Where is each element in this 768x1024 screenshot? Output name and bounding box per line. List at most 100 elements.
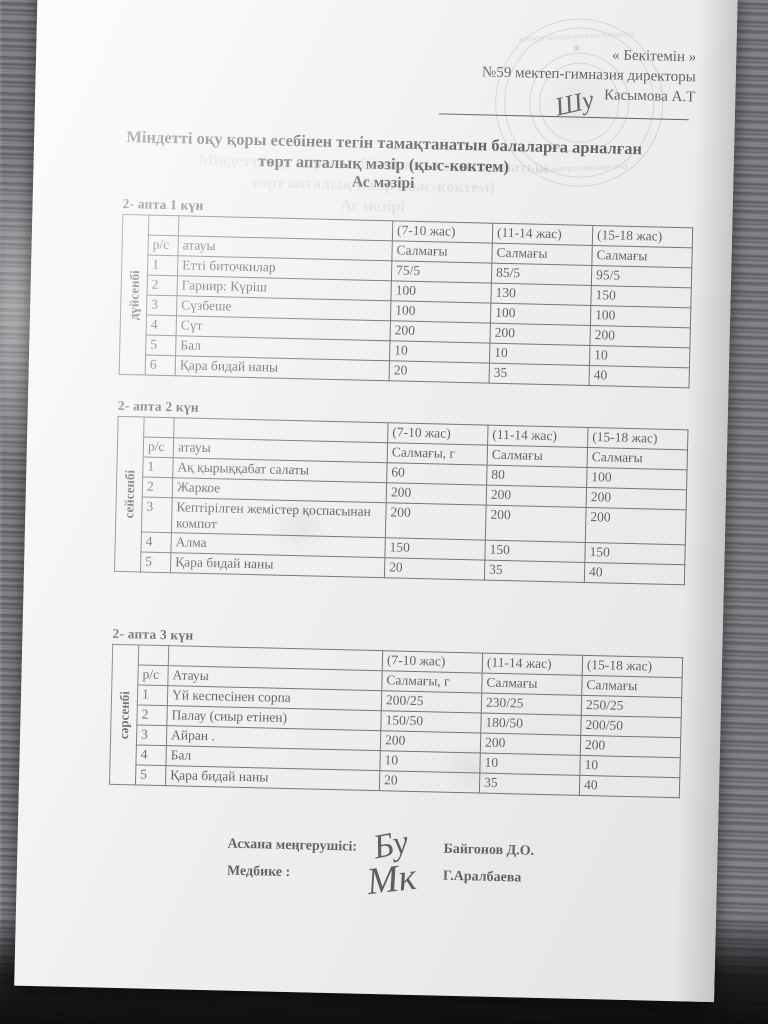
- cell-weight-11-14: 35: [479, 773, 580, 796]
- empty-cell: [143, 417, 175, 438]
- age-header-11-14: (11-14 жас): [487, 425, 589, 448]
- cell-weight-11-14: 150: [484, 540, 586, 563]
- cell-weight-11-14: 35: [484, 560, 585, 583]
- empty-cell: [138, 644, 169, 666]
- signature-role-nurse: Медбике :: [226, 863, 291, 881]
- cell-num: 3: [146, 295, 177, 316]
- col-header-weight-2: Салмағы: [487, 445, 588, 468]
- cell-num: 4: [140, 531, 172, 553]
- cell-weight-15-18: 100: [586, 467, 688, 490]
- menu-section-day3: 2- апта 3 күн сәрсенбі (7-10: [108, 626, 684, 799]
- cell-weight-7-10: 200: [380, 730, 481, 754]
- age-header-15-18: (15-18 жас): [587, 427, 688, 450]
- col-header-num: р/с: [147, 235, 179, 256]
- cell-num: 1: [142, 457, 174, 478]
- cell-weight-7-10: 100: [390, 300, 491, 324]
- cell-weight-11-14: 10: [489, 343, 590, 366]
- cell-weight-7-10: 200/25: [381, 690, 482, 714]
- day-label-day2: сейсенбі: [120, 469, 137, 519]
- cell-num: 4: [135, 744, 167, 766]
- cell-weight-7-10: 200: [389, 320, 491, 344]
- cell-weight-7-10: 20: [384, 557, 485, 581]
- cell-weight-7-10: 20: [389, 360, 490, 384]
- cell-weight-7-10: 60: [386, 462, 488, 486]
- paper-sheet: ★ АЛМАТЫ ҚАЛАСЫ БІЛІМ БАСҚАРМАСЫ №59 МЕК…: [14, 0, 738, 1003]
- col-header-weight-3: Салмағы: [591, 245, 693, 268]
- cell-weight-15-18: 10: [579, 755, 681, 778]
- cell-weight-15-18: 250/25: [581, 695, 682, 718]
- cell-weight-7-10: 150/50: [380, 710, 482, 734]
- signature-block: Асхана меңгерушісі: Бу Байгонов Д.О. Мед…: [226, 824, 647, 904]
- cell-dish-name: Қара бидай наны: [175, 355, 390, 381]
- col-header-num: р/с: [143, 437, 174, 458]
- cell-weight-15-18: 200/50: [580, 715, 682, 738]
- col-header-weight-3: Салмағы: [587, 447, 688, 470]
- cell-weight-11-14: 180/50: [480, 713, 582, 736]
- signature-role-canteen: Асхана меңгерушісі:: [227, 836, 358, 855]
- col-header-weight-2: Салмағы: [491, 243, 593, 266]
- age-header-7-10: (7-10 жас): [382, 650, 483, 674]
- day-label-cell: сейсенбі: [114, 416, 145, 572]
- age-header-7-10: (7-10 жас): [387, 422, 489, 446]
- cell-weight-15-18: 100: [590, 305, 691, 328]
- cell-dish-name: Қара бидай наны: [165, 765, 380, 791]
- col-header-weight-2: Салмағы: [481, 673, 583, 696]
- age-header-15-18: (15-18 жас): [592, 225, 693, 248]
- cell-weight-7-10: 10: [379, 750, 481, 774]
- col-header-num: р/с: [137, 664, 169, 686]
- cell-weight-11-14: 200: [489, 323, 591, 346]
- cell-weight-15-18: 150: [590, 285, 692, 308]
- cell-weight-15-18: 40: [579, 775, 680, 798]
- cell-weight-11-14: 230/25: [481, 693, 582, 716]
- cell-weight-11-14: 85/5: [491, 263, 592, 286]
- day-label-cell: сәрсенбі: [109, 644, 139, 785]
- cell-num: 2: [136, 704, 168, 726]
- menu-section-day1: 2- апта 1 күн дүйсенбі (7-10: [118, 196, 694, 389]
- signature-mark-nurse: Мк: [364, 855, 419, 904]
- cell-num: 5: [145, 335, 177, 356]
- cell-weight-11-14: 130: [490, 283, 592, 306]
- cell-weight-15-18: 40: [584, 562, 685, 585]
- cell-weight-11-14: 200: [486, 485, 587, 508]
- age-header-11-14: (11-14 жас): [492, 223, 593, 246]
- signature-name-canteen: Байгонов Д.О.: [443, 841, 535, 859]
- cell-weight-15-18: 200: [586, 487, 687, 510]
- age-header-11-14: (11-14 жас): [482, 653, 583, 676]
- cell-num: 3: [136, 724, 167, 746]
- cell-weight-7-10: 200: [385, 502, 487, 541]
- day-label-day1: дүйсенбі: [125, 269, 142, 320]
- cell-dish-name: Қара бидай наны: [170, 552, 385, 578]
- cell-weight-7-10: 20: [379, 770, 480, 794]
- col-header-weight-1: Салмағы, г: [381, 670, 483, 694]
- signature-name-nurse: Г.Аралбаева: [442, 868, 522, 886]
- cell-weight-11-14: 100: [490, 303, 591, 326]
- cell-dish-name: Кептірілген жемістер қоспасынан компот: [171, 497, 387, 538]
- cell-weight-7-10: 150: [384, 537, 486, 561]
- menu-table-day2: сейсенбі (7-10 жас) (11-14 жас) (15-18 ж…: [113, 415, 689, 586]
- cell-weight-7-10: 100: [390, 280, 492, 304]
- cell-weight-11-14: 10: [479, 753, 581, 776]
- col-header-weight-1: Салмағы: [391, 240, 493, 264]
- document-content: ★ АЛМАТЫ ҚАЛАСЫ БІЛІМ БАСҚАРМАСЫ №59 МЕК…: [14, 0, 738, 1002]
- cell-weight-11-14: 80: [486, 465, 588, 488]
- cell-weight-7-10: 10: [389, 340, 490, 364]
- menu-table-day1: дүйсенбі (7-10 жас) (11-14 жас) (15-18 ж…: [118, 213, 694, 389]
- cell-weight-15-18: 40: [588, 365, 690, 388]
- cell-num: 3: [141, 496, 173, 533]
- cell-weight-15-18: 10: [589, 345, 690, 368]
- cell-weight-11-14: 200: [485, 505, 587, 543]
- cell-weight-11-14: 35: [489, 363, 590, 386]
- day-label-cell: дүйсенбі: [119, 214, 149, 376]
- cell-num: 1: [137, 684, 168, 706]
- day-label-day3: сәрсенбі: [115, 690, 132, 739]
- age-header-7-10: (7-10 жас): [392, 220, 493, 244]
- cell-weight-15-18: 200: [580, 735, 681, 758]
- menu-section-day2: 2- апта 2 күн сейсенбі (7-10: [113, 398, 689, 586]
- cell-num: 2: [147, 275, 178, 296]
- col-header-weight-3: Салмағы: [581, 675, 683, 698]
- cell-weight-15-18: 200: [589, 325, 691, 348]
- menu-table-day3: сәрсенбі (7-10 жас) (11-14 жас) (15-18 ж…: [108, 643, 684, 799]
- col-header-weight-1: Салмағы, г: [387, 442, 488, 466]
- cell-weight-15-18: 150: [584, 542, 686, 565]
